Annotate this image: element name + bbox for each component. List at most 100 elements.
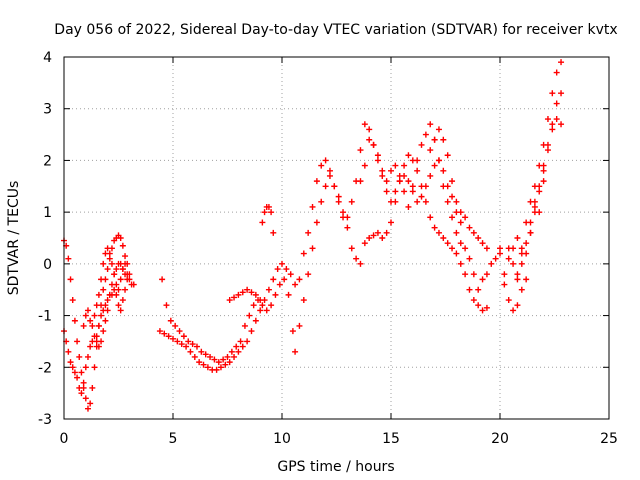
data-point [259,302,266,309]
data-point [71,317,78,324]
data-point [300,297,307,304]
data-point [431,224,438,231]
data-point [401,162,408,169]
data-points [61,59,565,412]
data-point [98,338,105,345]
data-point [106,255,113,262]
y-tick-label: 2 [43,153,52,169]
data-point [89,322,96,329]
data-point [87,400,94,407]
data-point [113,281,120,288]
data-point [248,328,255,335]
data-point [427,147,434,154]
data-point [444,152,451,159]
data-point [296,276,303,283]
x-tick-label: 10 [273,431,291,447]
data-point [89,384,96,391]
data-point [235,348,242,355]
data-point [353,255,360,262]
data-point [226,297,233,304]
data-point [289,328,296,335]
data-point [159,276,166,283]
data-point [444,240,451,247]
data-point [165,333,172,340]
data-point [117,307,124,314]
x-tick-label: 25 [600,431,618,447]
data-point [268,209,275,216]
data-point [409,188,416,195]
data-point [285,291,292,298]
data-point [193,343,200,350]
data-point [440,136,447,143]
data-point [418,193,425,200]
data-point [549,126,556,133]
data-point [95,291,102,298]
data-point [100,286,107,293]
data-point [449,178,456,185]
data-point [518,286,525,293]
data-point [457,219,464,226]
data-point [435,229,442,236]
data-point [553,69,560,76]
data-point [470,271,477,278]
data-point [383,188,390,195]
data-point [497,245,503,252]
data-point [527,229,534,236]
data-point [379,172,386,179]
data-point [220,356,227,363]
data-point [348,245,355,252]
data-point [244,286,251,293]
data-point [270,276,277,283]
data-point [178,341,185,348]
data-point [102,317,109,324]
data-point [215,359,222,366]
data-point [98,312,105,319]
data-point [313,178,320,185]
data-point [189,341,196,348]
data-point [65,255,72,262]
data-point [279,260,285,267]
data-point [440,235,447,241]
data-point [510,260,517,267]
data-point [326,172,333,179]
data-point [540,162,547,169]
data-point [67,359,74,366]
x-tick-label: 20 [491,431,509,447]
x-tick-label: 15 [382,431,400,447]
data-point [265,203,272,210]
data-point [379,167,386,174]
data-point [287,271,294,278]
data-point [392,162,399,169]
data-point [91,312,98,319]
data-point [549,90,556,97]
data-point [196,359,203,366]
data-point [405,203,412,210]
data-point [475,235,482,241]
data-point [217,364,224,371]
data-point [228,348,235,355]
data-point [119,266,126,273]
data-point [292,281,299,288]
data-point [185,338,192,345]
data-point [457,260,464,267]
data-point [292,348,299,355]
data-point [200,361,207,368]
data-point [383,178,390,185]
data-point [106,250,113,257]
data-point [65,348,72,355]
chart-title: Day 056 of 2022, Sidereal Day-to-day VTE… [54,22,617,38]
data-point [553,116,560,123]
data-point [457,209,464,216]
data-point [161,330,168,337]
data-point [270,229,277,236]
y-tick-label: -1 [38,309,52,325]
data-point [470,229,477,236]
data-point [126,276,133,283]
series-B [61,232,133,412]
data-point [505,297,512,304]
data-point [388,167,394,174]
data-point [309,203,316,210]
series-F [159,276,296,366]
data-point [558,121,565,128]
